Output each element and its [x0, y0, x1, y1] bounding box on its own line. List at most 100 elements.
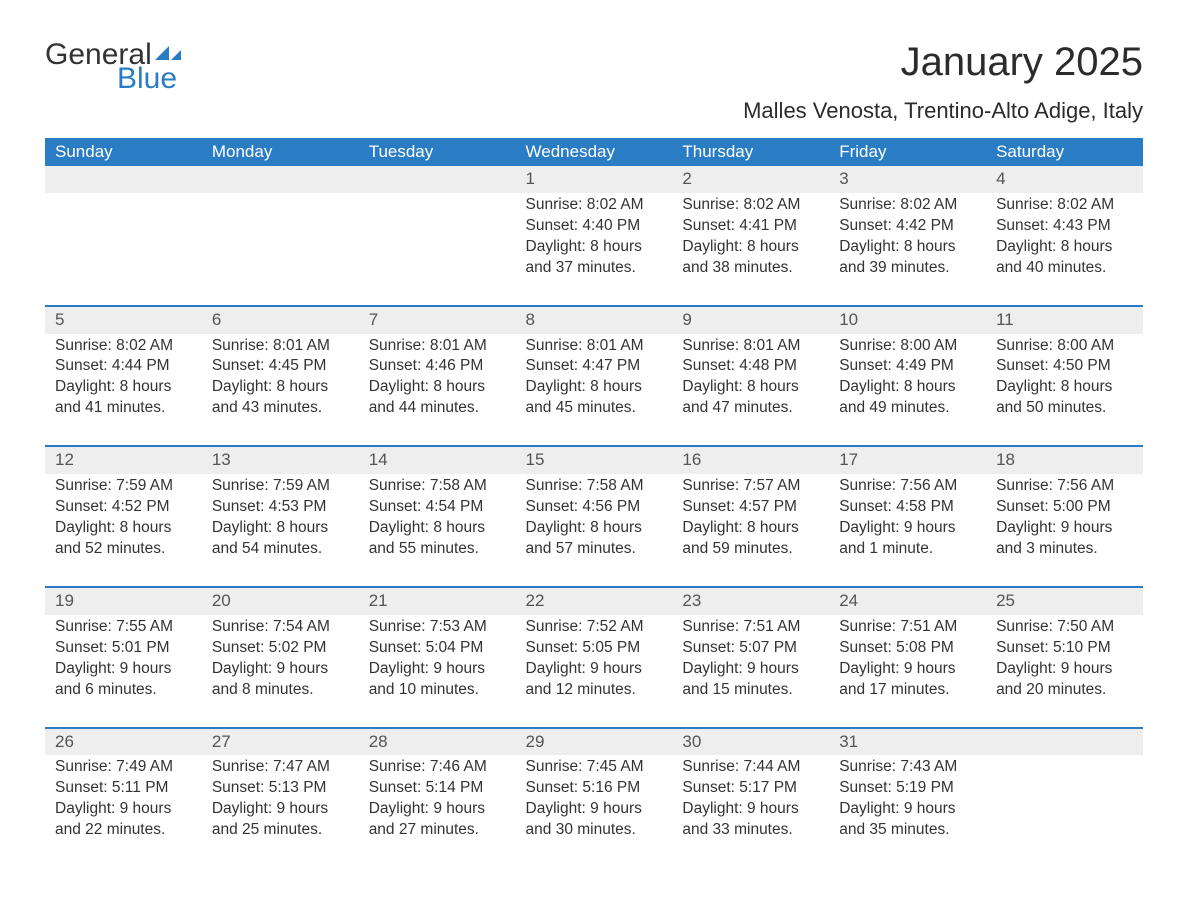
sunset-value: 5:19 PM [896, 779, 954, 796]
sunrise-value: 8:01 AM [587, 337, 644, 354]
day-number-cell: 21 [359, 587, 516, 615]
sunset-value: 4:50 PM [1053, 357, 1111, 374]
sunrise-label: Sunrise: [212, 477, 273, 494]
sunrise-line: Sunrise: 7:59 AM [55, 476, 192, 497]
day-number-cell: 27 [202, 728, 359, 756]
day-content-row: Sunrise: 7:49 AM Sunset: 5:11 PM Daylight:… [45, 755, 1143, 867]
sunset-value: 5:00 PM [1053, 498, 1111, 515]
sunrise-line: Sunrise: 8:02 AM [839, 195, 976, 216]
day-content-cell: Sunrise: 8:01 AMSunset: 4:47 PMDaylight:… [516, 334, 673, 447]
daylight-line: Daylight: 9 hours and 22 minutes. [55, 799, 192, 841]
sunrise-line: Sunrise: 7:49 AM [55, 757, 192, 778]
daylight-label: Daylight: [682, 800, 747, 817]
sunrise-label: Sunrise: [682, 758, 743, 775]
sunrise-line: Sunrise: 7:59 AM [212, 476, 349, 497]
day-number-cell: 15 [516, 446, 673, 474]
sunset-line: Sunset: 4:41 PM [682, 216, 819, 237]
sunset-line: Sunset: 4:40 PM [526, 216, 663, 237]
sunset-value: 5:17 PM [739, 779, 797, 796]
daylight-label: Daylight: [55, 378, 120, 395]
sunset-label: Sunset: [526, 217, 583, 234]
sunset-value: 4:45 PM [269, 357, 327, 374]
daylight-line: Daylight: 9 hours and 27 minutes. [369, 799, 506, 841]
sunrise-line: Sunrise: 8:02 AM [682, 195, 819, 216]
weekday-header: Wednesday [516, 138, 673, 166]
day-content-cell: Sunrise: 8:01 AMSunset: 4:48 PMDaylight:… [672, 334, 829, 447]
sunset-line: Sunset: 4:49 PM [839, 356, 976, 377]
sunrise-line: Sunrise: 8:02 AM [996, 195, 1133, 216]
daylight-line: Daylight: 9 hours and 30 minutes. [526, 799, 663, 841]
sunrise-value: 8:02 AM [744, 196, 801, 213]
day-content-row: Sunrise: 8:02 AMSunset: 4:44 PMDaylight:… [45, 334, 1143, 447]
sunrise-value: 7:47 AM [273, 758, 330, 775]
sunrise-value: 7:58 AM [587, 477, 644, 494]
sunrise-label: Sunrise: [55, 477, 116, 494]
sunset-line: Sunset: 5:10 PM [996, 638, 1133, 659]
sunrise-value: 7:58 AM [430, 477, 487, 494]
day-number-cell: 26 [45, 728, 202, 756]
day-content-cell: Sunrise: 8:02 AMSunset: 4:43 PMDaylight:… [986, 193, 1143, 306]
daylight-line: Daylight: 8 hours and 55 minutes. [369, 518, 506, 560]
sunset-label: Sunset: [369, 498, 426, 515]
day-content-cell [45, 193, 202, 306]
sunrise-value: 7:45 AM [587, 758, 644, 775]
day-number-row: 262728293031 [45, 728, 1143, 756]
daylight-label: Daylight: [212, 378, 277, 395]
day-number-cell: 4 [986, 166, 1143, 193]
sunrise-value: 8:00 AM [900, 337, 957, 354]
day-number-cell: 18 [986, 446, 1143, 474]
daylight-label: Daylight: [369, 660, 434, 677]
day-number-cell: 11 [986, 306, 1143, 334]
sunrise-label: Sunrise: [526, 196, 587, 213]
sunset-value: 5:05 PM [582, 639, 640, 656]
sunset-label: Sunset: [369, 779, 426, 796]
sunrise-line: Sunrise: 8:00 AM [996, 336, 1133, 357]
sunset-value: 4:46 PM [426, 357, 484, 374]
daylight-label: Daylight: [369, 519, 434, 536]
daylight-label: Daylight: [212, 519, 277, 536]
sunset-line: Sunset: 4:58 PM [839, 497, 976, 518]
day-content-cell: Sunrise: 8:00 AMSunset: 4:49 PMDaylight:… [829, 334, 986, 447]
sunrise-label: Sunrise: [369, 477, 430, 494]
sunrise-line: Sunrise: 8:00 AM [839, 336, 976, 357]
sunrise-line: Sunrise: 8:01 AM [369, 336, 506, 357]
sunset-label: Sunset: [996, 498, 1053, 515]
sunrise-label: Sunrise: [839, 196, 900, 213]
day-content-cell: Sunrise: 7:58 AMSunset: 4:54 PMDaylight:… [359, 474, 516, 587]
sunset-value: 5:14 PM [426, 779, 484, 796]
sunrise-label: Sunrise: [839, 758, 900, 775]
sunrise-line: Sunrise: 7:53 AM [369, 617, 506, 638]
daylight-label: Daylight: [526, 800, 591, 817]
sunset-line: Sunset: 5:13 PM [212, 778, 349, 799]
header: General Blue January 2025 [45, 40, 1143, 94]
sunrise-value: 7:46 AM [430, 758, 487, 775]
sunset-value: 4:44 PM [112, 357, 170, 374]
day-content-cell: Sunrise: 7:47 AMSunset: 5:13 PMDaylight:… [202, 755, 359, 867]
daylight-line: Daylight: 8 hours and 54 minutes. [212, 518, 349, 560]
sunset-line: Sunset: 4:52 PM [55, 497, 192, 518]
daylight-line: Daylight: 8 hours and 39 minutes. [839, 237, 976, 279]
day-number-cell: 8 [516, 306, 673, 334]
daylight-line: Daylight: 9 hours and 10 minutes. [369, 659, 506, 701]
sunrise-label: Sunrise: [55, 337, 116, 354]
sunrise-label: Sunrise: [996, 337, 1057, 354]
page-title: January 2025 [901, 40, 1143, 85]
sunset-label: Sunset: [996, 639, 1053, 656]
sunrise-line: Sunrise: 7:58 AM [526, 476, 663, 497]
sunset-value: 4:42 PM [896, 217, 954, 234]
sunrise-label: Sunrise: [996, 618, 1057, 635]
sunset-value: 4:53 PM [269, 498, 327, 515]
day-content-row: Sunrise: 7:55 AMSunset: 5:01 PMDaylight:… [45, 615, 1143, 728]
sunset-line: Sunset: 4:53 PM [212, 497, 349, 518]
sunrise-line: Sunrise: 7:46 AM [369, 757, 506, 778]
daylight-label: Daylight: [839, 660, 904, 677]
sunset-value: 5:11 PM [112, 779, 169, 796]
sunrise-label: Sunrise: [682, 477, 743, 494]
sunset-line: Sunset: 4:48 PM [682, 356, 819, 377]
weekday-header-row: SundayMondayTuesdayWednesdayThursdayFrid… [45, 138, 1143, 166]
sunset-line: Sunset: 5:16 PM [526, 778, 663, 799]
sunset-label: Sunset: [526, 498, 583, 515]
daylight-label: Daylight: [996, 378, 1061, 395]
sunset-value: 4:47 PM [582, 357, 640, 374]
sunset-value: 4:40 PM [582, 217, 640, 234]
